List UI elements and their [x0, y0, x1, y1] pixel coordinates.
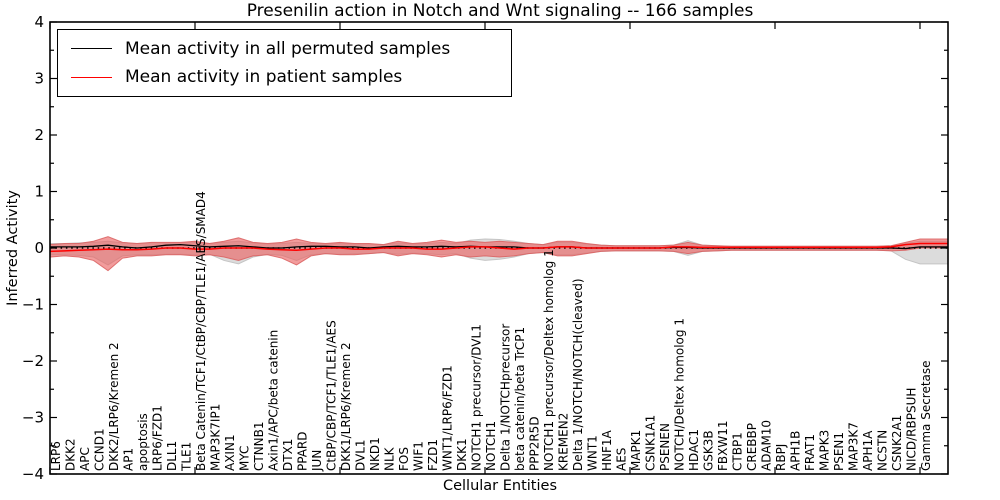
- x-tick-label: FBXW11: [716, 421, 730, 472]
- y-axis-label: Inferred Activity: [5, 190, 21, 306]
- x-tick-label: NCSTN: [876, 430, 890, 471]
- x-tick-label: NLK: [383, 446, 397, 471]
- legend: Mean activity in all permuted samples Me…: [57, 29, 512, 97]
- x-tick-label: FOS: [397, 447, 411, 471]
- y-tick-label: 3: [34, 70, 44, 88]
- x-tick-label: DKK2/LRP6/Kremen 2: [107, 342, 121, 471]
- x-tick-label: PSEN1: [832, 432, 846, 471]
- x-tick-label: FRAT1: [803, 434, 817, 471]
- x-tick-label: Delta 1/NOTCHprecursor: [499, 324, 513, 471]
- x-tick-label: MAP3K7IP1: [209, 404, 223, 471]
- x-tick-label: CCND1: [93, 428, 107, 471]
- x-tick-label: NOTCH1 precursor/DVL1: [470, 324, 484, 471]
- x-tick-label: ADAM10: [760, 420, 774, 471]
- x-tick-label: TLE1: [180, 442, 194, 472]
- x-tick-label: DTX1: [281, 439, 295, 471]
- x-tick-label: MAPK3: [818, 430, 832, 471]
- chart-title: Presenilin action in Notch and Wnt signa…: [246, 1, 754, 21]
- x-tick-label: JUN: [310, 450, 324, 472]
- x-tick-label: NOTCH1: [484, 421, 498, 471]
- x-tick-label: KREMEN2: [557, 413, 571, 471]
- x-tick-label: WNT1: [586, 435, 600, 471]
- x-tick-label: DKK1/LRP6/Kremen 2: [339, 342, 353, 471]
- x-tick-label: beta catenin/beta TrCP1: [513, 327, 527, 471]
- x-tick-label: NOTCH1 precursor/Deltex homolog 1: [542, 249, 556, 471]
- y-tick-label: 1: [34, 183, 44, 201]
- x-tick-label: CTBP1: [731, 432, 745, 471]
- x-tick-label: apoptosis: [136, 413, 150, 471]
- patient-mean-line: [49, 242, 948, 253]
- y-tick-label: 0: [34, 239, 44, 257]
- x-tick-label: Gamma Secretase: [919, 360, 933, 471]
- y-tick-label: 4: [34, 13, 44, 31]
- x-tick-label: AXIN1: [223, 434, 237, 471]
- x-tick-label: DVL1: [354, 439, 368, 471]
- x-tick-label: LRP6: [49, 441, 63, 471]
- x-tick-label: AP1: [122, 448, 136, 471]
- y-tick-label: −1: [22, 296, 44, 314]
- x-tick-label: DKK1: [455, 438, 469, 471]
- x-tick-label: WNT1/LRP6/FZD1: [441, 365, 455, 471]
- patient-band: [49, 236, 949, 272]
- x-tick-label: APC: [78, 447, 92, 471]
- x-tick-label: MYC: [238, 446, 252, 471]
- legend-label-permuted: Mean activity in all permuted samples: [125, 38, 451, 59]
- legend-label-patient: Mean activity in patient samples: [125, 67, 403, 88]
- x-tick-label: CSNK1A1: [644, 415, 658, 471]
- x-tick-label: NKD1: [368, 437, 382, 471]
- y-tick-label: 2: [34, 126, 44, 144]
- x-tick-label: AES: [615, 448, 629, 471]
- x-tick-label: Axin1/APC/beta catenin: [267, 330, 281, 471]
- x-tick-label: CTNNB1: [252, 421, 266, 471]
- x-tick-label: FZD1: [426, 439, 440, 471]
- y-tick-label: −2: [22, 352, 44, 370]
- x-tick-label: CtBP/CBP/TCF1/TLE1/AES: [325, 320, 339, 471]
- x-tick-label: CREBBP: [745, 423, 759, 471]
- x-tick-label: Delta 1/NOTCH/NOTCH(cleaved): [571, 278, 585, 471]
- x-tick-label: Beta Catenin/TCF1/CtBP/CBP/TLE1/AES/SMAD…: [194, 191, 208, 471]
- x-tick-label: DLL1: [165, 441, 179, 471]
- x-tick-label: NOTCH/Deltex homolog 1: [673, 318, 687, 471]
- x-tick-label: RBPJ: [774, 444, 788, 471]
- x-tick-label: HDAC1: [687, 429, 701, 471]
- x-tick-label: MAP3K7: [847, 422, 861, 471]
- x-tick-label: APH1A: [861, 430, 875, 471]
- legend-entry-patient: Mean activity in patient samples: [58, 67, 511, 87]
- x-tick-label: CSNK2A1: [890, 415, 904, 471]
- x-tick-label: WIF1: [412, 441, 426, 471]
- x-tick-label: GSK3B: [702, 430, 716, 471]
- x-tick-label: HNF1A: [600, 429, 614, 471]
- x-tick-label: NICD/RBPSUH: [905, 388, 919, 471]
- permuted-line-sample: [71, 48, 112, 50]
- x-tick-label: PSENEN: [658, 423, 672, 471]
- y-tick-label: −3: [22, 409, 44, 427]
- x-tick-label: PPP2R5D: [528, 416, 542, 471]
- patient-line-sample: [71, 76, 112, 78]
- x-axis-label: Cellular Entities: [442, 478, 558, 494]
- legend-entry-permuted: Mean activity in all permuted samples: [58, 39, 511, 59]
- y-tick-label: −4: [22, 465, 44, 483]
- x-tick-label: LRP6/FZD1: [151, 405, 165, 471]
- x-tick-label: PPARD: [296, 432, 310, 472]
- x-tick-label: APH1B: [789, 431, 803, 471]
- x-tick-label: MAPK1: [629, 430, 643, 471]
- x-tick-label: DKK2: [64, 438, 78, 471]
